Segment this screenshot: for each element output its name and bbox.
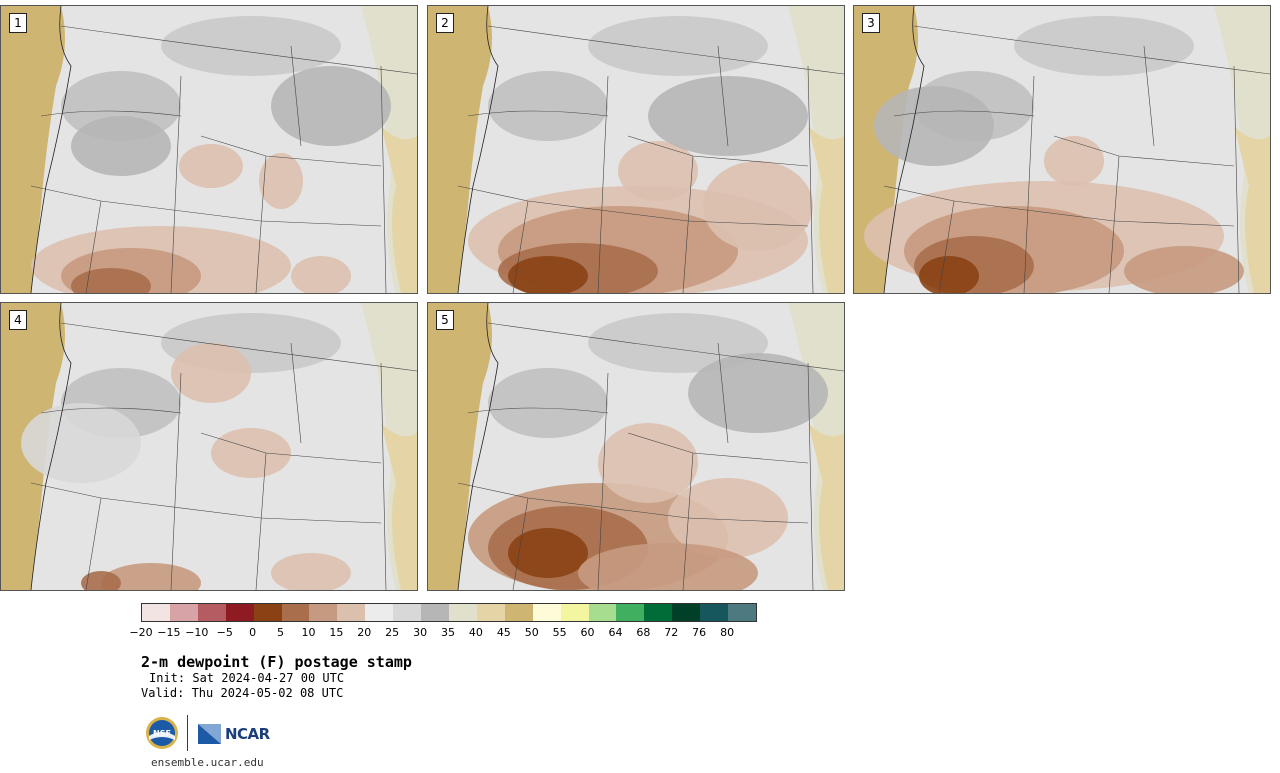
colorbar-tick-label: −5 — [216, 626, 233, 639]
colorbar-segment — [644, 604, 673, 621]
colorbar-tick-label: 20 — [357, 626, 372, 639]
colorbar-tick-label: 40 — [468, 626, 483, 639]
panel-number-label: 3 — [862, 13, 880, 33]
ncar-logo-text: NCAR — [225, 725, 270, 743]
colorbar-tick-labels: −20 −15 −10 −5 0 5 10 15 20 25 30 35 40 45 50 55 60 64 68 7… — [129, 626, 755, 640]
ensemble-member-map-4: 4 — [0, 302, 418, 591]
colorbar-segment — [476, 604, 505, 621]
colorbar-tick-label: 0 — [249, 626, 257, 639]
nsf-logo-text: NSF — [153, 729, 171, 738]
colorbar-segment — [560, 604, 589, 621]
colorbar-segment — [142, 604, 170, 621]
colorbar-segment — [253, 604, 282, 621]
ensemble-member-map-1: 1 — [0, 5, 418, 294]
ensemble-member-map-5: 5 — [427, 302, 845, 591]
sponsor-logos: NSF NCAR — [145, 714, 275, 752]
dewpoint-colorbar — [141, 603, 757, 622]
panel-number-label: 5 — [436, 310, 454, 330]
colorbar-tick-label: 30 — [413, 626, 428, 639]
colorbar-tick-label: 55 — [552, 626, 567, 639]
ensemble-member-map-2: 2 — [427, 5, 845, 294]
dewpoint-map — [1, 6, 417, 293]
colorbar-segment — [421, 604, 449, 621]
panel-number-label: 4 — [9, 310, 27, 330]
colorbar-tick-label: 25 — [385, 626, 400, 639]
colorbar-tick-label: 68 — [636, 626, 651, 639]
plot-title: 2-m dewpoint (F) postage stamp — [141, 653, 412, 671]
colorbar-tick-label: 45 — [496, 626, 511, 639]
colorbar-segment — [225, 604, 254, 621]
valid-time: Valid: Thu 2024-05-02 08 UTC — [141, 686, 344, 700]
colorbar-segment — [616, 604, 645, 621]
colorbar-segment — [700, 604, 729, 621]
colorbar-segment — [309, 604, 338, 621]
colorbar-tick-label: 76 — [692, 626, 707, 639]
ensemble-member-map-3: 3 — [853, 5, 1271, 294]
ncar-logo-icon — [198, 724, 221, 744]
colorbar-tick-label: 15 — [329, 626, 344, 639]
colorbar-tick-label: −15 — [157, 626, 181, 639]
colorbar-segment — [365, 604, 394, 621]
colorbar-segment — [672, 604, 701, 621]
colorbar-segment — [504, 604, 533, 621]
website-url: ensemble.ucar.edu — [151, 756, 264, 769]
colorbar-tick-label: 50 — [524, 626, 539, 639]
colorbar-segment — [197, 604, 226, 621]
nsf-logo-icon: NSF — [146, 717, 178, 749]
colorbar-segment — [337, 604, 366, 621]
dewpoint-map — [1, 303, 417, 590]
colorbar-tick-label: 5 — [277, 626, 285, 639]
colorbar-tick-label: −20 — [129, 626, 153, 639]
colorbar-tick-label: 35 — [441, 626, 455, 639]
colorbar-segment — [393, 604, 422, 621]
colorbar-tick-label: 80 — [720, 626, 735, 639]
colorbar-segment — [281, 604, 310, 621]
colorbar-segment — [169, 604, 198, 621]
dewpoint-map — [854, 6, 1270, 293]
panel-number-label: 1 — [9, 13, 27, 33]
init-time: Init: Sat 2024-04-27 00 UTC — [149, 671, 345, 685]
colorbar-segment — [728, 604, 756, 621]
colorbar-tick-label: 60 — [580, 626, 595, 639]
colorbar-tick-label: 64 — [608, 626, 623, 639]
logo-divider — [187, 715, 188, 751]
colorbar-tick-label: 10 — [301, 626, 316, 639]
colorbar-tick-label: −10 — [185, 626, 209, 639]
colorbar-segment — [588, 604, 617, 621]
colorbar-segment — [532, 604, 561, 621]
dewpoint-map — [428, 6, 844, 293]
colorbar-tick-label: 72 — [664, 626, 679, 639]
dewpoint-map — [428, 303, 844, 590]
panel-number-label: 2 — [436, 13, 454, 33]
colorbar-segment — [448, 604, 477, 621]
